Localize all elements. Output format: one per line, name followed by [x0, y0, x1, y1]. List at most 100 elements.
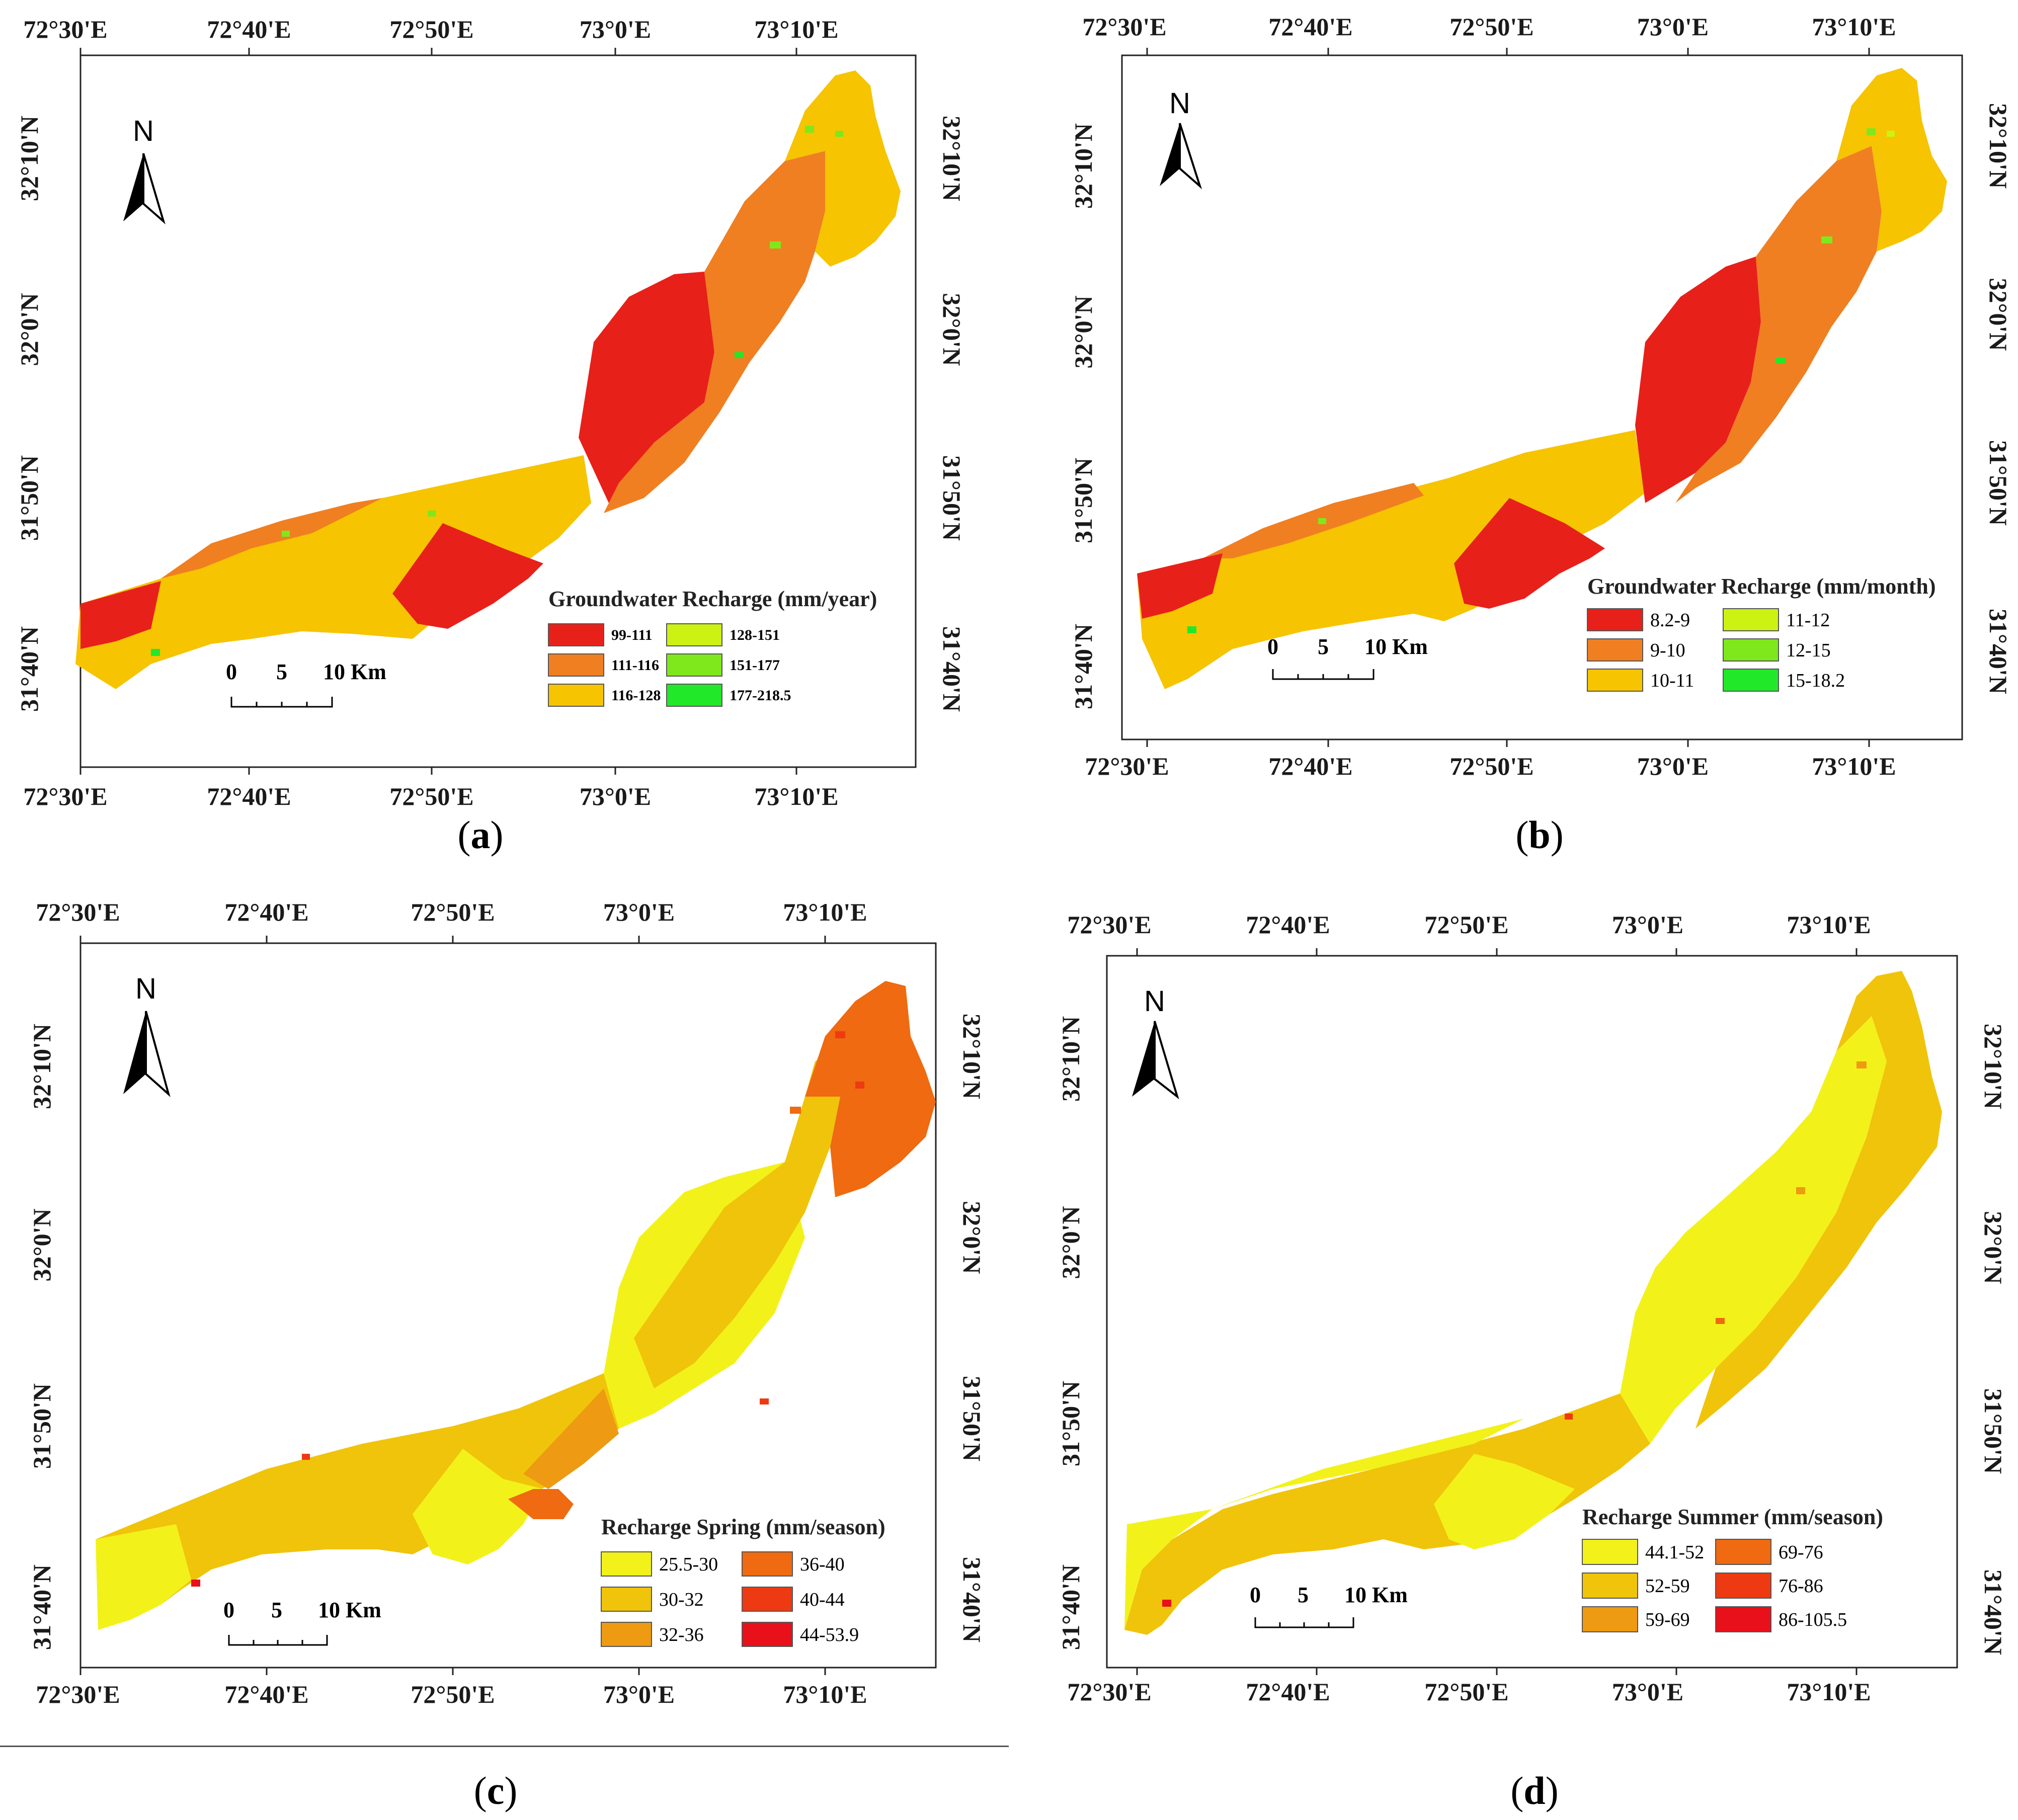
legend-swatch-2 — [548, 684, 604, 707]
legend-swatch-4 — [1723, 638, 1779, 661]
legend-label-4: 151-177 — [730, 657, 780, 674]
zone-main-gold — [96, 1373, 619, 1605]
scale-bar: 0 5 10 Km — [223, 1598, 381, 1646]
lon-top-1: 72°40'E — [224, 898, 308, 926]
legend: Recharge Summer (mm/season) 44.1-52 52-5… — [1582, 1505, 1883, 1632]
lat-left-1: 32°0'N — [1069, 296, 1097, 369]
lon-top-1: 72°40'E — [1268, 13, 1352, 41]
legend-swatch-0 — [601, 1551, 652, 1577]
lon-top-2: 72°50'E — [411, 898, 495, 926]
legend-label-2: 116-128 — [611, 687, 661, 704]
legend-swatch-5 — [742, 1622, 793, 1647]
lat-right-3: 31°40'N — [1984, 609, 2012, 694]
scale-0: 0 — [226, 659, 237, 684]
lat-left-2: 31°50'N — [1057, 1381, 1085, 1466]
lon-ticks — [1136, 948, 1858, 1675]
caption-c: (c) — [473, 1769, 518, 1812]
lon-top-0: 72°30'E — [1067, 911, 1151, 939]
zone-orange-north — [1675, 146, 1882, 503]
legend-label-1: 30-32 — [659, 1589, 704, 1610]
legend-swatch-1 — [548, 653, 604, 677]
legend-label-2: 10-11 — [1650, 670, 1694, 691]
north-label: N — [135, 972, 156, 1005]
lon-bottom-2: 72°50'E — [411, 1680, 495, 1708]
zone-west-yellow — [1137, 430, 1645, 689]
legend-swatch-2 — [1582, 1606, 1638, 1632]
legend: Groundwater Recharge (mm/year) 99-111 11… — [548, 587, 877, 707]
lat-right-3: 31°40'N — [938, 626, 966, 712]
lon-bottom-4: 73°10'E — [1787, 1678, 1871, 1706]
legend-swatch-5 — [1715, 1606, 1771, 1632]
scale-10: 10 Km — [1364, 634, 1428, 659]
zone-west-yellow — [1124, 1509, 1213, 1630]
zone-orange-strip — [523, 1388, 619, 1489]
lon-bottom-1: 72°40'E — [224, 1680, 308, 1708]
caption-a: (a) — [457, 813, 504, 857]
lat-left-3: 31°40'N — [1057, 1564, 1085, 1650]
north-arrow-icon: N — [123, 115, 166, 225]
zone-north-yellow — [1620, 1016, 1887, 1444]
zone-central-yellow — [1434, 1454, 1575, 1549]
map-c: 72°30'E 72°40'E 72°50'E 73°0'E 73°10'E 7… — [28, 898, 986, 1708]
lon-bottom-0: 72°30'E — [23, 782, 107, 810]
zone-main-gold — [1124, 1393, 1650, 1635]
lat-left-3: 31°40'N — [1069, 624, 1097, 709]
lat-left-0: 32°10'N — [1057, 1016, 1085, 1102]
lat-right-2: 31°50'N — [958, 1376, 986, 1461]
legend-label-3: 11-12 — [1786, 610, 1830, 631]
zone-red-west — [80, 581, 161, 649]
zone-central-yellow — [413, 1449, 543, 1564]
lon-bottom-3: 73°0'E — [1637, 752, 1709, 780]
scale-bar: 0 5 10 Km — [1250, 1583, 1408, 1628]
lon-bottom-0: 72°30'E — [36, 1680, 120, 1708]
panel-c: 72°30'E 72°40'E 72°50'E 73°0'E 73°10'E 7… — [0, 885, 1011, 1820]
lon-top-3: 73°0'E — [603, 898, 675, 926]
legend-swatch-3 — [1723, 608, 1779, 631]
zone-red-central — [392, 523, 543, 629]
map-a: 72°30'E 72°40'E 72°50'E 73°0'E 73°10'E 7… — [15, 15, 966, 810]
lat-right-0: 32°10'N — [958, 1014, 986, 1099]
scale-5: 5 — [1298, 1583, 1309, 1607]
lon-bottom-1: 72°40'E — [1268, 752, 1352, 780]
map-frame — [1106, 955, 1958, 1669]
lat-left-1: 32°0'N — [1057, 1206, 1085, 1279]
zone-orange-band — [1202, 483, 1424, 558]
map-d: 72°30'E 72°40'E 72°50'E 73°0'E 73°10'E 7… — [1057, 911, 2007, 1706]
zone-west-yellow — [75, 455, 591, 689]
zone-west-band-yellow — [1213, 1419, 1524, 1509]
lat-left-3: 31°40'N — [15, 626, 43, 712]
legend-title: Groundwater Recharge (mm/year) — [548, 587, 877, 611]
lon-top-0: 72°30'E — [36, 898, 120, 926]
legend-label-1: 111-116 — [611, 657, 659, 674]
lon-top-0: 72°30'E — [23, 15, 107, 43]
zone-northeast-orange — [805, 981, 936, 1197]
legend-swatch-0 — [1587, 608, 1643, 631]
legend-swatch-5 — [666, 684, 722, 707]
lon-bottom-2: 72°50'E — [389, 782, 473, 810]
lon-bottom-2: 72°50'E — [1424, 1678, 1508, 1706]
lat-left-2: 31°50'N — [15, 455, 43, 541]
lon-top-2: 72°50'E — [1449, 13, 1533, 41]
scale-bar: 0 5 10 Km — [226, 659, 386, 708]
lon-ticks — [79, 48, 797, 775]
north-arrow-icon: N — [123, 972, 171, 1097]
legend-label-1: 9-10 — [1650, 640, 1685, 661]
lon-bottom-1: 72°40'E — [207, 782, 291, 810]
legend-label-4: 12-15 — [1786, 640, 1831, 661]
lat-left-3: 31°40'N — [28, 1564, 56, 1650]
legend-label-5: 15-18.2 — [1786, 670, 1845, 691]
lon-bottom-4: 73°10'E — [1812, 752, 1896, 780]
lat-left-0: 32°10'N — [28, 1024, 56, 1109]
zone-orange-band — [161, 498, 382, 578]
legend-label-5: 177-218.5 — [730, 687, 791, 704]
scale-10: 10 Km — [323, 659, 386, 684]
lat-right-0: 32°10'N — [938, 116, 966, 201]
divider — [0, 1746, 1009, 1747]
lon-bottom-4: 73°10'E — [754, 782, 838, 810]
scale-5: 5 — [276, 659, 287, 684]
legend-swatch-3 — [1715, 1539, 1771, 1565]
legend-swatch-1 — [1582, 1573, 1638, 1599]
lon-ticks — [79, 936, 826, 1675]
zone-west-yellow — [96, 1524, 191, 1630]
lon-bottom-3: 73°0'E — [580, 782, 651, 810]
